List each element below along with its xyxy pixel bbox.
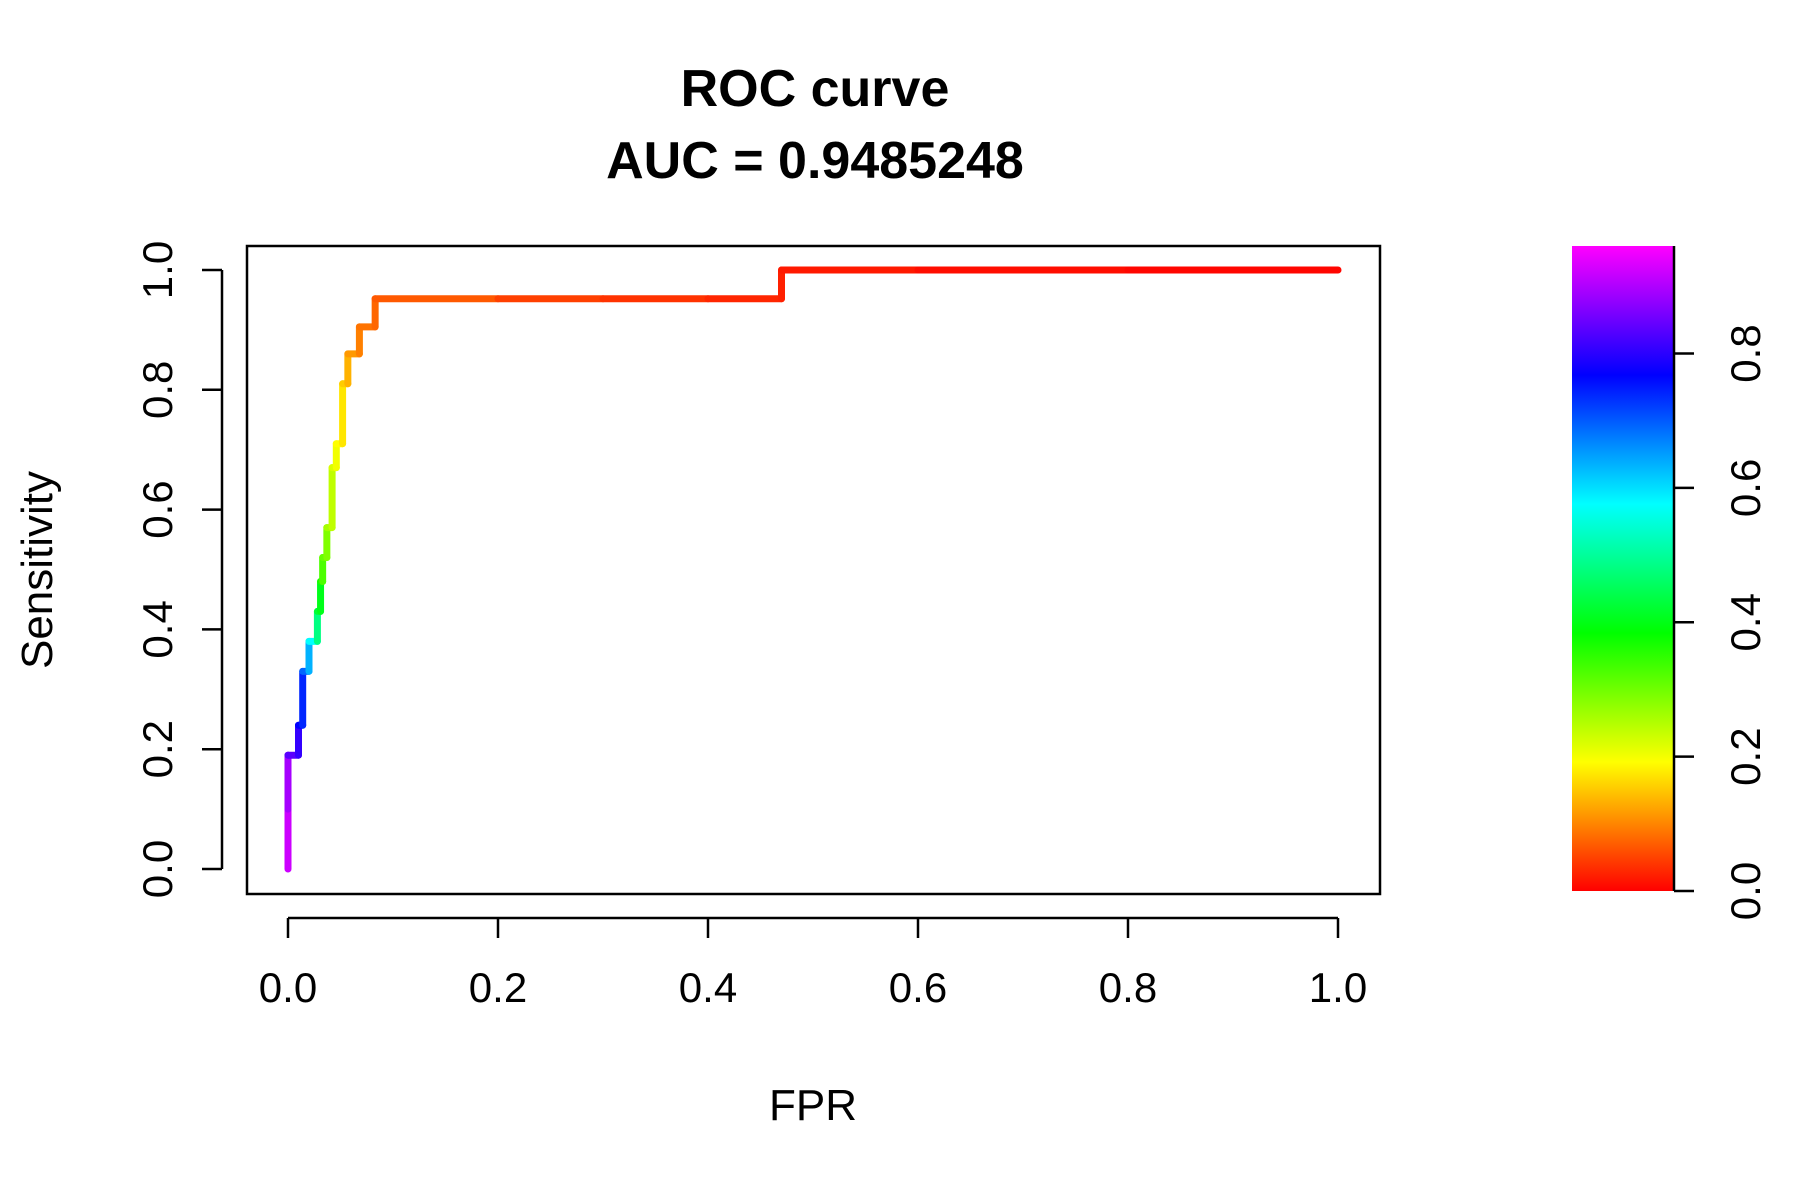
x-tick-label: 0.4 bbox=[679, 964, 737, 1011]
chart-title: ROC curve bbox=[681, 60, 950, 118]
y-tick-label: 0.4 bbox=[134, 600, 181, 658]
x-tick-label: 0.6 bbox=[889, 964, 947, 1011]
x-tick-label: 0.0 bbox=[259, 964, 317, 1011]
y-axis: 0.0 0.2 0.4 0.6 0.8 1.0 bbox=[134, 241, 224, 898]
x-tick-label: 1.0 bbox=[1309, 964, 1367, 1011]
colorbar-tick-label: 0.4 bbox=[1722, 593, 1769, 651]
colorbar bbox=[1572, 246, 1674, 891]
colorbar-tick-label: 0.8 bbox=[1722, 324, 1769, 382]
colorbar-tick-label: 0.6 bbox=[1722, 459, 1769, 517]
y-tick-label: 0.0 bbox=[134, 840, 181, 898]
y-tick-label: 0.8 bbox=[134, 361, 181, 419]
y-tick-label: 0.2 bbox=[134, 720, 181, 778]
colorbar-axis: 0.0 0.2 0.4 0.6 0.8 bbox=[1674, 324, 1769, 920]
roc-curve bbox=[284, 266, 1342, 873]
x-axis: 0.0 0.2 0.4 0.6 0.8 1.0 bbox=[259, 916, 1367, 1011]
y-axis-label: Sensitivity bbox=[13, 471, 62, 669]
x-tick-label: 0.2 bbox=[469, 964, 527, 1011]
x-tick-label: 0.8 bbox=[1099, 964, 1157, 1011]
plot-frame bbox=[245, 244, 1382, 896]
y-tick-label: 0.6 bbox=[134, 480, 181, 538]
x-axis-label: FPR bbox=[769, 1081, 857, 1130]
chart-subtitle: AUC = 0.9485248 bbox=[606, 132, 1024, 190]
colorbar-tick-label: 0.0 bbox=[1722, 862, 1769, 920]
colorbar-tick-label: 0.2 bbox=[1722, 727, 1769, 785]
y-tick-label: 1.0 bbox=[134, 241, 181, 299]
